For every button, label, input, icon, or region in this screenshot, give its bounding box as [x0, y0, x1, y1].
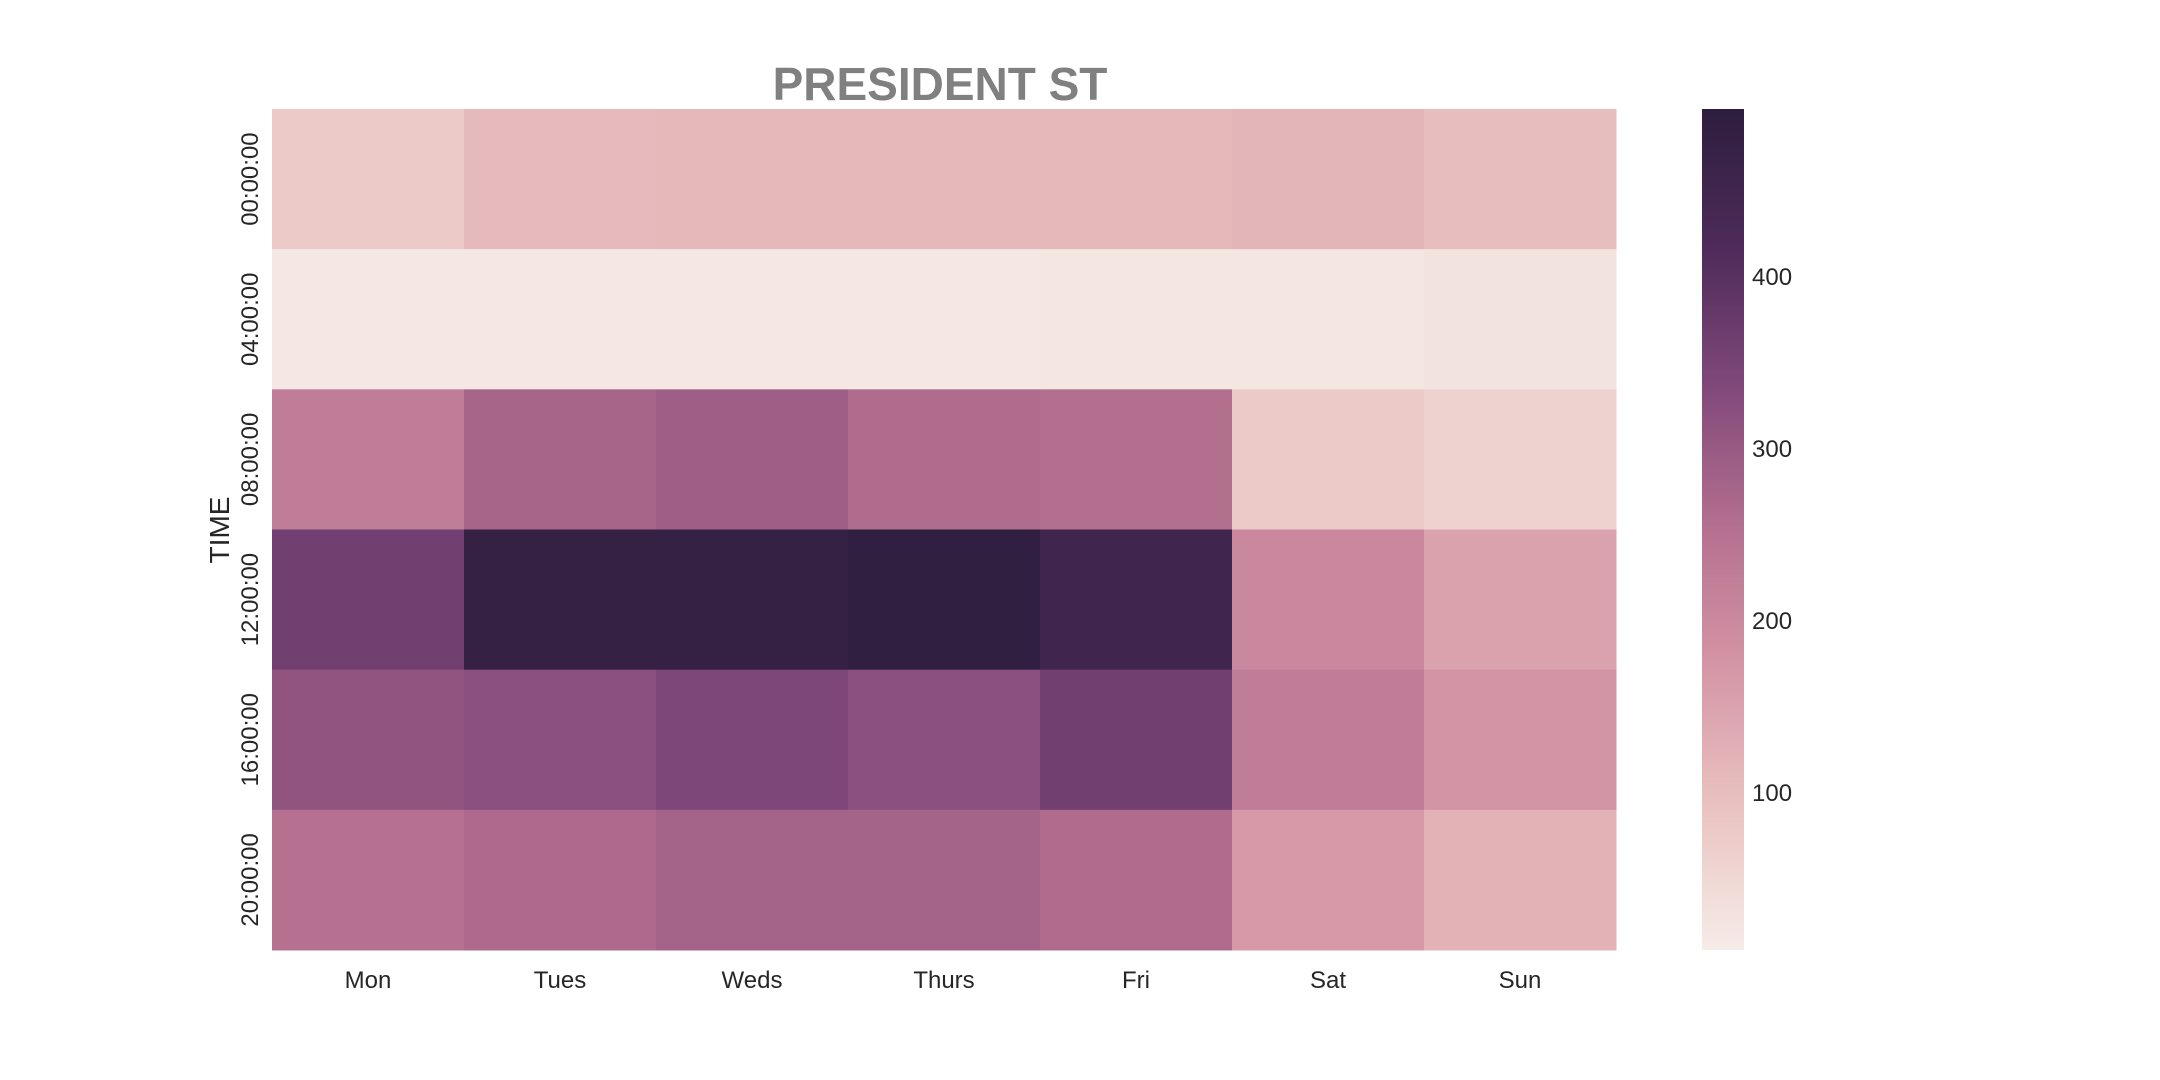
heatmap-cells — [272, 109, 1617, 951]
heatmap-cell — [464, 529, 657, 671]
heatmap-cell — [656, 529, 849, 671]
y-tick-label: 04:00:00 — [237, 273, 264, 366]
heatmap-cell — [1040, 109, 1233, 250]
heatmap-cell — [1424, 249, 1617, 390]
heatmap-cell — [848, 109, 1041, 250]
x-tick-label: Fri — [1122, 967, 1150, 994]
y-tick-label: 00:00:00 — [237, 132, 264, 225]
colorbar-tick-label: 400 — [1752, 264, 1792, 291]
heatmap-cell — [1232, 669, 1425, 811]
x-tick-label: Weds — [722, 967, 783, 994]
heatmap-cell — [1232, 809, 1425, 951]
heatmap-cell — [1424, 669, 1617, 811]
heatmap-cell — [656, 249, 849, 390]
heatmap-cell — [656, 389, 849, 530]
chart-title: PRESIDENT ST — [773, 58, 1108, 110]
heatmap-cell — [464, 809, 657, 951]
heatmap-cell — [1040, 669, 1233, 811]
heatmap-cell — [656, 669, 849, 811]
heatmap-cell — [272, 389, 465, 530]
y-tick-label: 12:00:00 — [237, 553, 264, 646]
x-tick-labels: Mon Tues Weds Thurs Fri Sat Sun — [345, 967, 1542, 994]
heatmap-cell — [272, 529, 465, 671]
y-tick-label: 16:00:00 — [237, 693, 264, 786]
x-tick-label: Thurs — [913, 967, 974, 994]
heatmap-cell — [848, 809, 1041, 951]
colorbar-tick-labels: 100 200 300 400 — [1752, 264, 1792, 807]
y-tick-label: 08:00:00 — [237, 413, 264, 506]
heatmap-cell — [272, 249, 465, 390]
colorbar-tick-label: 100 — [1752, 780, 1792, 807]
heatmap-cell — [1040, 389, 1233, 530]
heatmap-cell — [1424, 529, 1617, 671]
heatmap-cell — [656, 809, 849, 951]
heatmap-cell — [1424, 809, 1617, 951]
heatmap-cell — [464, 389, 657, 530]
heatmap-cell — [272, 109, 465, 250]
heatmap-cell — [848, 249, 1041, 390]
heatmap-cell — [464, 669, 657, 811]
colorbar-tick-label: 200 — [1752, 608, 1792, 635]
x-tick-label: Sun — [1499, 967, 1542, 994]
heatmap-cell — [464, 249, 657, 390]
colorbar-tick-label: 300 — [1752, 436, 1792, 463]
heatmap-cell — [1232, 529, 1425, 671]
heatmap-cell — [848, 669, 1041, 811]
heatmap-cell — [1040, 529, 1233, 671]
heatmap-cell — [848, 529, 1041, 671]
heatmap-cell — [848, 389, 1041, 530]
y-tick-labels: 00:00:00 04:00:00 08:00:00 12:00:00 16:00:00… — [237, 132, 264, 926]
heatmap-cell — [656, 109, 849, 250]
colorbar — [1702, 109, 1744, 950]
heatmap-cell — [1232, 389, 1425, 530]
heatmap-cell — [272, 809, 465, 951]
heatmap-cell — [1040, 249, 1233, 390]
heatmap-cell — [1424, 389, 1617, 530]
heatmap-cell — [1232, 109, 1425, 250]
x-tick-label: Tues — [534, 967, 586, 994]
heatmap-cell — [1232, 249, 1425, 390]
heatmap-cell — [272, 669, 465, 811]
heatmap-cell — [464, 109, 657, 250]
heatmap-cell — [1424, 109, 1617, 250]
x-tick-label: Mon — [345, 967, 392, 994]
heatmap-cell — [1040, 809, 1233, 951]
y-tick-label: 20:00:00 — [237, 833, 264, 926]
y-axis-label: TIME — [204, 497, 235, 564]
x-tick-label: Sat — [1310, 967, 1346, 994]
